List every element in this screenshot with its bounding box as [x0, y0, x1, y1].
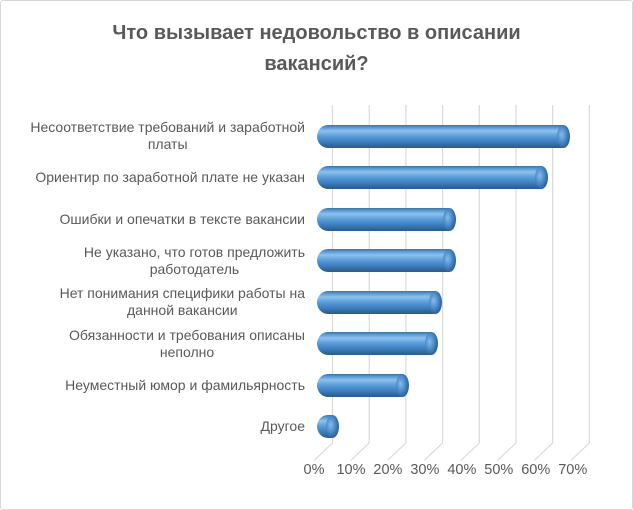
x-axis-tick-label: 40% — [447, 462, 477, 478]
category-label-row: Нет понимания специфики работы на данной… — [60, 281, 305, 323]
bar-cylinder — [317, 124, 570, 148]
category-label-row: Несоответствие требований и заработной п… — [30, 115, 305, 157]
category-label: Не указано, что готов предложить работод… — [83, 243, 305, 277]
x-axis-tick-label: 10% — [336, 462, 366, 478]
bar-end-cap — [425, 332, 438, 356]
bar-end-cap — [443, 207, 456, 231]
bar-body — [317, 249, 450, 273]
bar-cylinder — [317, 332, 438, 356]
category-label-row: Ошибки и опечатки в тексте вакансии — [60, 198, 305, 240]
category-label: Неуместный юмор и фамильярность — [65, 376, 305, 393]
x-axis-tick-label: 30% — [410, 462, 440, 478]
category-label-row: Ориентир по заработной плате не указан — [35, 157, 305, 199]
category-label: Несоответствие требований и заработной п… — [30, 119, 305, 152]
x-axis-tick-label: 50% — [484, 462, 514, 478]
bar-cylinder — [317, 207, 456, 231]
bar-body — [317, 290, 436, 314]
bar-cylinder — [317, 415, 339, 439]
bar-cylinder — [317, 249, 456, 273]
category-label: Обязанности и требования описаны неполно — [69, 326, 305, 360]
bar-body — [317, 124, 564, 148]
bar-body — [317, 332, 432, 356]
bar-end-cap — [535, 166, 548, 190]
bar-body — [317, 373, 403, 397]
x-axis-tick-label: 60% — [521, 462, 551, 478]
x-axis-tick-label: 0% — [303, 462, 325, 478]
category-label-row: Не указано, что готов предложить работод… — [84, 240, 305, 282]
category-label: Ошибки и опечатки в тексте вакансии — [59, 210, 305, 227]
bar-end-cap — [557, 124, 570, 148]
bar-body — [317, 166, 542, 190]
x-axis-tick-label: 20% — [373, 462, 403, 478]
category-label: Нет понимания специфики работы на данной… — [59, 285, 305, 319]
category-label: Ориентир по заработной плате не указан — [35, 169, 305, 186]
bar-body — [317, 207, 450, 231]
bar-end-cap — [429, 290, 442, 314]
category-label: Другое — [260, 418, 305, 435]
bar-end-cap — [443, 249, 456, 273]
bar-end-cap — [326, 415, 339, 439]
bar-end-cap — [396, 373, 409, 397]
x-axis-tick-label: 70% — [558, 462, 588, 478]
category-label-row: Обязанности и требования описаны неполно — [69, 323, 305, 365]
bar-cylinder — [317, 290, 442, 314]
floor-perspective-lines — [313, 442, 590, 461]
category-label-row: Другое — [261, 406, 305, 448]
chart-title: Что вызывает недовольство в описании вак… — [112, 22, 521, 75]
bar-cylinder — [317, 166, 548, 190]
category-label-row: Неуместный юмор и фамильярность — [65, 364, 305, 406]
bar-cylinder — [317, 373, 409, 397]
